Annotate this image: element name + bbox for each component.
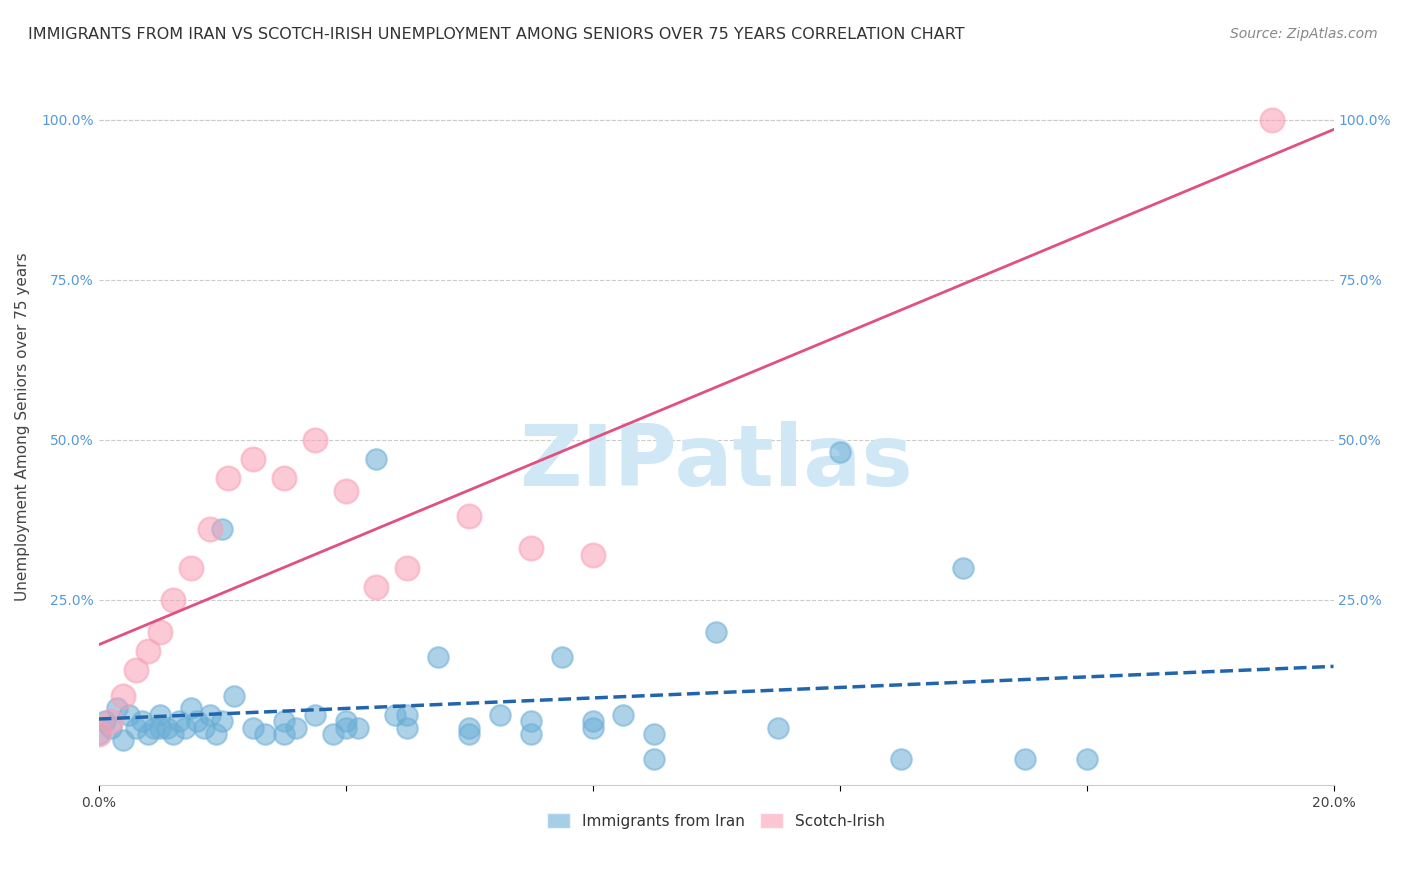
Y-axis label: Unemployment Among Seniors over 75 years: Unemployment Among Seniors over 75 years <box>15 252 30 601</box>
Point <box>242 451 264 466</box>
Point <box>366 580 388 594</box>
Point <box>118 707 141 722</box>
Point <box>112 689 135 703</box>
Point <box>273 714 295 728</box>
Point <box>704 624 727 639</box>
Point <box>224 689 246 703</box>
Point <box>198 522 221 536</box>
Point <box>112 733 135 747</box>
Point <box>149 707 172 722</box>
Point <box>828 445 851 459</box>
Point <box>335 721 357 735</box>
Point <box>193 721 215 735</box>
Point <box>304 433 326 447</box>
Point <box>489 707 512 722</box>
Point <box>347 721 370 735</box>
Point <box>100 714 122 728</box>
Point <box>273 471 295 485</box>
Point <box>94 714 117 728</box>
Point <box>162 592 184 607</box>
Point <box>643 727 665 741</box>
Point <box>766 721 789 735</box>
Text: Source: ZipAtlas.com: Source: ZipAtlas.com <box>1230 27 1378 41</box>
Point <box>581 714 603 728</box>
Point <box>100 721 122 735</box>
Point <box>1261 112 1284 127</box>
Point <box>427 650 450 665</box>
Point <box>581 721 603 735</box>
Point <box>124 721 146 735</box>
Point <box>242 721 264 735</box>
Point <box>174 721 197 735</box>
Text: ZIPatlas: ZIPatlas <box>519 421 912 504</box>
Point <box>458 721 481 735</box>
Point <box>335 714 357 728</box>
Point <box>285 721 308 735</box>
Point <box>198 707 221 722</box>
Point <box>304 707 326 722</box>
Point <box>520 541 543 556</box>
Point <box>273 727 295 741</box>
Legend: Immigrants from Iran, Scotch-Irish: Immigrants from Iran, Scotch-Irish <box>541 806 891 835</box>
Point <box>254 727 277 741</box>
Point <box>335 483 357 498</box>
Point <box>211 714 233 728</box>
Point <box>149 721 172 735</box>
Point <box>581 548 603 562</box>
Point <box>124 663 146 677</box>
Point <box>366 451 388 466</box>
Point <box>180 560 202 574</box>
Point <box>458 727 481 741</box>
Point <box>458 509 481 524</box>
Point <box>384 707 406 722</box>
Point <box>162 727 184 741</box>
Point <box>550 650 572 665</box>
Point <box>87 727 110 741</box>
Point <box>136 727 159 741</box>
Point <box>205 727 228 741</box>
Point <box>143 721 166 735</box>
Point <box>155 721 177 735</box>
Point <box>952 560 974 574</box>
Point <box>87 727 110 741</box>
Point <box>186 714 208 728</box>
Point <box>520 714 543 728</box>
Point <box>396 707 419 722</box>
Text: IMMIGRANTS FROM IRAN VS SCOTCH-IRISH UNEMPLOYMENT AMONG SENIORS OVER 75 YEARS CO: IMMIGRANTS FROM IRAN VS SCOTCH-IRISH UNE… <box>28 27 965 42</box>
Point <box>136 644 159 658</box>
Point <box>612 707 634 722</box>
Point <box>322 727 344 741</box>
Point <box>1076 752 1098 766</box>
Point <box>396 560 419 574</box>
Point <box>1014 752 1036 766</box>
Point <box>520 727 543 741</box>
Point <box>396 721 419 735</box>
Point <box>149 624 172 639</box>
Point <box>643 752 665 766</box>
Point <box>131 714 153 728</box>
Point <box>105 701 128 715</box>
Point <box>180 701 202 715</box>
Point <box>890 752 912 766</box>
Point <box>211 522 233 536</box>
Point <box>217 471 239 485</box>
Point <box>167 714 190 728</box>
